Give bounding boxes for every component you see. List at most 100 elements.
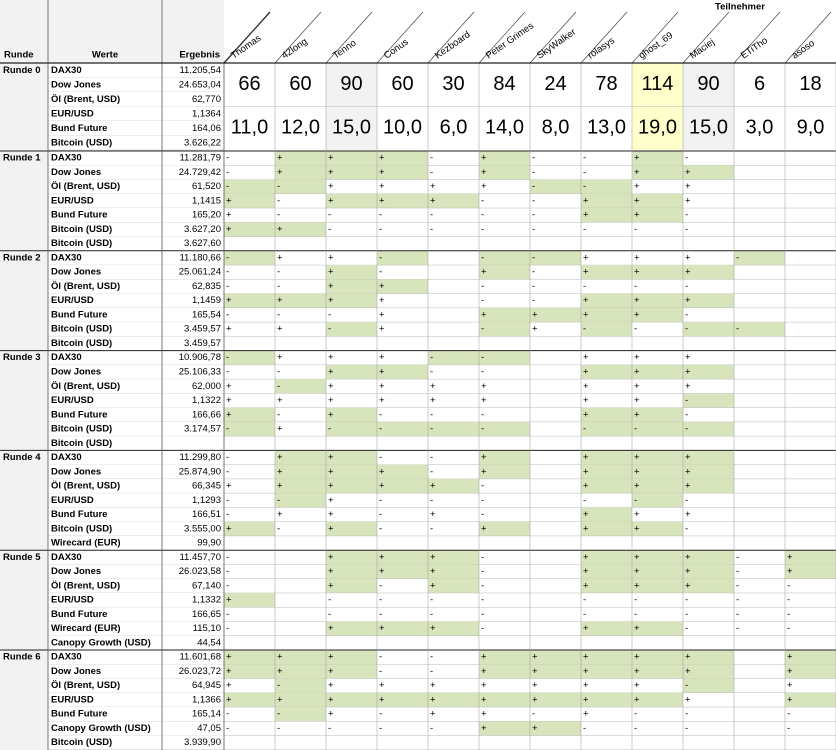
label-cell — [48, 77, 224, 92]
header-diagonal — [529, 11, 577, 64]
tip: + — [583, 210, 589, 221]
tip: - — [430, 167, 433, 178]
hit-cell — [632, 650, 683, 665]
runde-header: Runde — [4, 50, 34, 61]
row-label: EUR/USD — [51, 295, 94, 306]
label-cell — [48, 707, 224, 722]
tip: - — [583, 424, 586, 435]
tip: - — [226, 566, 229, 577]
tip: + — [481, 723, 487, 734]
tip: + — [379, 309, 385, 320]
label-cell — [48, 364, 224, 380]
hit-cell — [530, 250, 581, 266]
tip: + — [379, 481, 385, 492]
tip: + — [379, 195, 385, 206]
hit-cell — [224, 407, 275, 422]
tip: - — [226, 495, 229, 506]
hit-cell — [428, 193, 479, 209]
tip: - — [226, 580, 229, 591]
hit-cell — [581, 307, 632, 323]
row-label: Bitcoin (USD) — [51, 137, 112, 148]
tip: - — [430, 424, 433, 435]
tip: + — [481, 694, 487, 705]
row-value: 25.061,24 — [179, 267, 221, 278]
row-label: Bitcoin (USD) — [51, 424, 112, 435]
tip: + — [226, 295, 232, 306]
tip: + — [583, 295, 589, 306]
tip: + — [532, 652, 538, 663]
tip: + — [481, 466, 487, 477]
tip: + — [685, 167, 691, 178]
hit-cell — [326, 450, 377, 465]
hit-cell — [479, 322, 530, 337]
werte-header: Werte — [92, 50, 118, 61]
row-label: EUR/USD — [51, 108, 94, 119]
label-cell — [48, 121, 224, 136]
tip: + — [685, 694, 691, 705]
tip: - — [277, 381, 280, 392]
hit-cell — [275, 478, 326, 494]
tip: + — [277, 652, 283, 663]
tip: + — [583, 252, 589, 263]
tip: + — [226, 523, 232, 534]
tip: + — [685, 566, 691, 577]
tip: + — [328, 709, 334, 720]
tip: - — [532, 195, 535, 206]
tip: + — [583, 652, 589, 663]
tip: - — [634, 324, 637, 335]
tip: + — [328, 466, 334, 477]
row-label: Bitcoin (USD) — [51, 438, 112, 449]
tip: + — [685, 252, 691, 263]
tip: + — [634, 267, 640, 278]
hit-cell — [224, 521, 275, 536]
tip: + — [583, 195, 589, 206]
tip: + — [634, 295, 640, 306]
tip: - — [736, 623, 739, 634]
row-value: 1,1366 — [192, 694, 221, 705]
teilnehmer-header: Teilnehmer — [715, 2, 765, 13]
row-value: 1,1293 — [192, 495, 221, 506]
header-diagonal — [682, 11, 730, 64]
hit-cell — [683, 421, 734, 437]
tip: - — [685, 210, 688, 221]
hit-cell — [428, 550, 479, 565]
tip: + — [583, 267, 589, 278]
hit-cell — [224, 664, 275, 679]
hit-cell — [581, 478, 632, 494]
tip: - — [226, 509, 229, 520]
hit-cell — [224, 179, 275, 194]
tip: + — [430, 552, 436, 563]
row-label: Öl (Brent, USD) — [51, 181, 120, 192]
tip: + — [685, 295, 691, 306]
tip: + — [328, 153, 334, 164]
tip: - — [277, 409, 280, 420]
hit-cell — [632, 564, 683, 579]
tip: + — [430, 680, 436, 691]
tip: - — [532, 267, 535, 278]
tip: - — [736, 580, 739, 591]
tip: + — [379, 181, 385, 192]
label-cell — [48, 135, 224, 150]
tip: + — [379, 324, 385, 335]
tip: - — [736, 609, 739, 620]
hit-cell — [683, 265, 734, 280]
tip: + — [328, 623, 334, 634]
hit-cell — [326, 621, 377, 636]
tip: + — [430, 195, 436, 206]
tip: + — [379, 466, 385, 477]
hit-cell — [632, 265, 683, 280]
tip: - — [226, 181, 229, 192]
tip: + — [685, 466, 691, 477]
hit-cell — [581, 421, 632, 437]
round-label: Runde 1 — [3, 153, 41, 164]
tip: + — [634, 352, 640, 363]
hit-cell — [275, 692, 326, 708]
label-cell — [48, 407, 224, 422]
hit-cell — [479, 692, 530, 708]
tip: - — [685, 709, 688, 720]
tip: - — [226, 609, 229, 620]
hit-cell — [581, 208, 632, 223]
tip: + — [634, 466, 640, 477]
tip: - — [277, 309, 280, 320]
tip: - — [634, 609, 637, 620]
